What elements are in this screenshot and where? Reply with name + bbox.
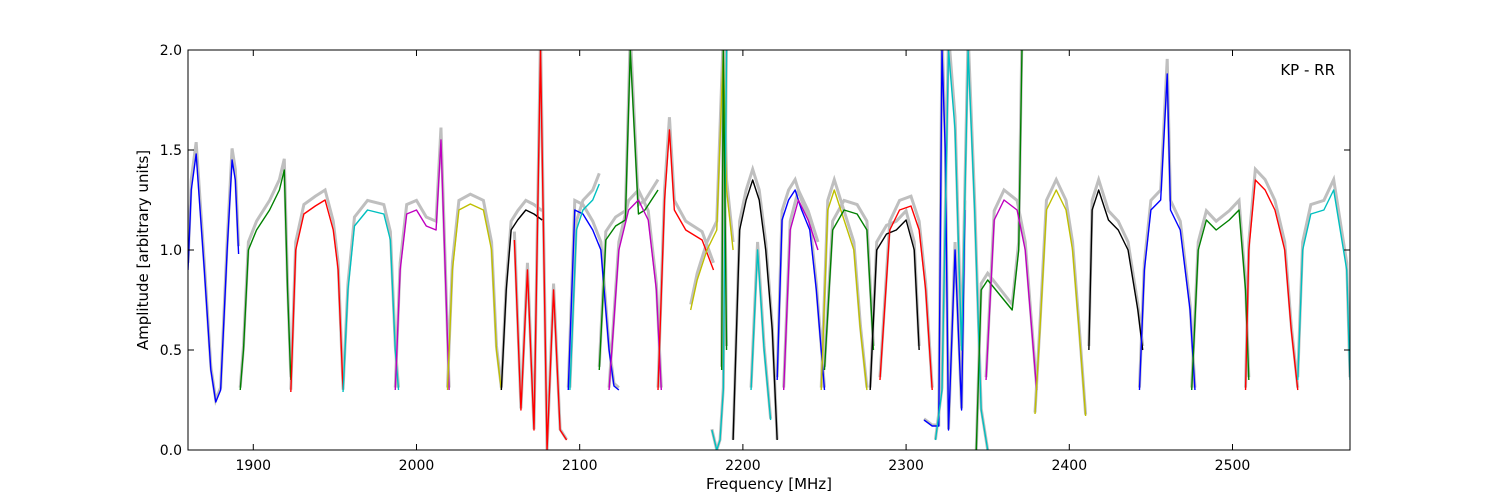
background-trace-26 xyxy=(974,50,1024,450)
x-tick-label: 2100 xyxy=(562,458,598,474)
y-tick-label: 1.0 xyxy=(160,243,182,259)
x-tick-label: 2300 xyxy=(888,458,924,474)
background-trace-29 xyxy=(1087,174,1145,347)
series-line-14 xyxy=(711,50,728,450)
series-line-19 xyxy=(782,199,819,391)
y-axis-ticks: 0.0 0.5 1.0 1.5 2.0 xyxy=(160,43,1350,459)
series-line-1 xyxy=(239,169,292,391)
series-line-7 xyxy=(513,50,568,450)
series-line-11 xyxy=(608,199,662,391)
series-line-15 xyxy=(720,50,728,371)
background-trace-2 xyxy=(289,187,345,390)
series-line-20 xyxy=(820,189,868,391)
series-line-13 xyxy=(689,50,734,311)
y-tick-label: 0.0 xyxy=(160,443,182,459)
plot-area xyxy=(188,50,1350,450)
series-line-0 xyxy=(188,153,240,403)
series-line-33 xyxy=(1297,189,1350,381)
series-line-6 xyxy=(500,209,543,391)
series-line-4 xyxy=(394,139,450,391)
background-trace-11 xyxy=(607,187,663,388)
background-trace-28 xyxy=(1033,176,1088,415)
series-line-28 xyxy=(1034,189,1087,417)
x-tick-label: 2200 xyxy=(725,458,761,474)
series-line-12 xyxy=(657,129,715,391)
x-tick-label: 1900 xyxy=(235,458,271,474)
series-line-29 xyxy=(1088,189,1144,351)
chart-annotation: KP - RR xyxy=(1280,61,1335,79)
series-line-5 xyxy=(446,203,503,391)
series-line-9 xyxy=(569,183,600,391)
y-tick-label: 2.0 xyxy=(160,43,182,59)
x-axis-label: Frequency [MHz] xyxy=(706,475,832,493)
series-line-27 xyxy=(985,199,1038,391)
series-line-23 xyxy=(879,205,933,391)
series-line-22 xyxy=(869,219,920,391)
series-line-24 xyxy=(923,50,966,431)
y-axis-label: Amplitude [arbitrary units] xyxy=(134,150,152,350)
series-line-32 xyxy=(1244,179,1299,391)
series-line-8 xyxy=(567,209,620,391)
x-tick-label: 2500 xyxy=(1215,458,1251,474)
x-tick-label: 2000 xyxy=(399,458,435,474)
background-trace-19 xyxy=(782,185,820,388)
x-axis-ticks: 1900 2000 2100 2200 2300 2400 2500 xyxy=(235,50,1250,474)
background-trace-4 xyxy=(393,127,451,388)
background-trace-22 xyxy=(868,207,921,388)
series-line-3 xyxy=(342,209,400,393)
background-trace-30 xyxy=(1137,58,1197,388)
background-trace-33 xyxy=(1296,174,1350,378)
series-line-16 xyxy=(732,179,778,441)
background-trace-3 xyxy=(341,198,401,390)
series-line-21 xyxy=(823,209,875,371)
series-line-2 xyxy=(290,199,344,393)
x-tick-label: 2400 xyxy=(1051,458,1087,474)
series-line-17 xyxy=(750,249,772,421)
series-line-31 xyxy=(1190,209,1250,391)
y-tick-label: 1.5 xyxy=(160,143,182,159)
y-tick-label: 0.5 xyxy=(160,343,182,359)
series-line-26 xyxy=(975,50,1023,450)
series-line-30 xyxy=(1138,73,1196,391)
